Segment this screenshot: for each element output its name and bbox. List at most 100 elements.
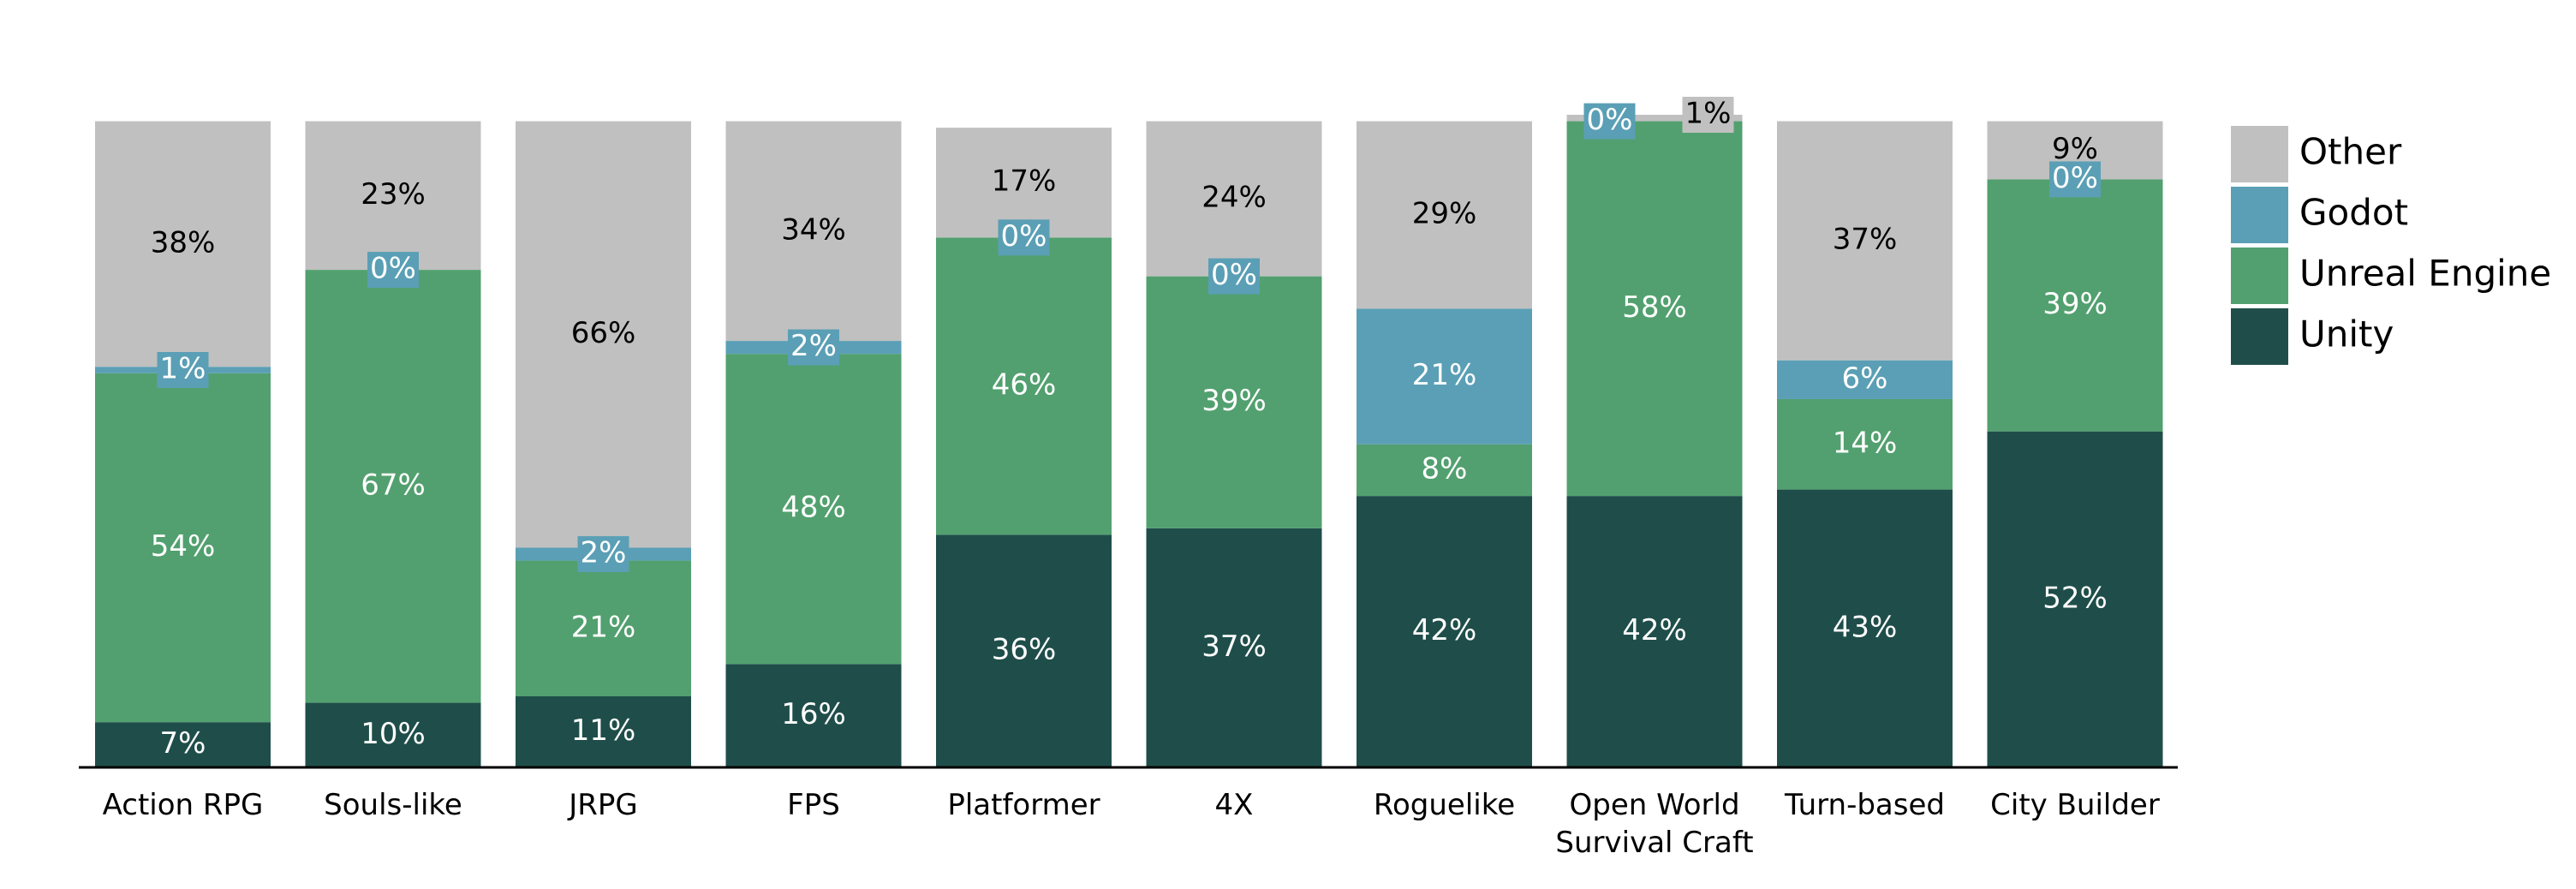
data-label: 0% (2052, 161, 2098, 195)
bar-segment (1357, 496, 1532, 767)
data-label: 39% (1202, 384, 1267, 418)
legend-swatch (2231, 308, 2288, 365)
data-label: 23% (361, 177, 426, 212)
data-label: 8% (1422, 451, 1468, 486)
data-label: 43% (1833, 610, 1898, 644)
data-label: 2% (790, 329, 837, 363)
bar-segment (95, 121, 271, 367)
data-label: 58% (1622, 290, 1687, 325)
data-label: 0% (370, 252, 416, 286)
label-box (1583, 103, 1636, 140)
label-box (157, 352, 209, 389)
data-label: 1% (1685, 97, 1732, 131)
data-label: 37% (1202, 629, 1267, 664)
bar-segment (1357, 444, 1532, 497)
data-label: 0% (1001, 219, 1047, 254)
data-label: 37% (1833, 223, 1898, 257)
bar-segment (936, 237, 1112, 535)
bar-segment (1566, 115, 1743, 122)
bar-segment (725, 354, 902, 665)
data-label: 46% (992, 367, 1057, 402)
bar-segment (725, 664, 902, 767)
bar-segment (1146, 276, 1322, 528)
bar-segment (1777, 360, 1953, 399)
label-box (367, 252, 419, 289)
x-tick-label: 4X (1214, 788, 1254, 822)
data-label: 66% (571, 316, 636, 350)
legend-label: Godot (2299, 192, 2408, 234)
legend-label: Other (2299, 131, 2402, 173)
bar-segment (1777, 489, 1953, 767)
bar-segment (516, 696, 691, 767)
label-box (1682, 97, 1734, 133)
data-label: 21% (571, 610, 636, 644)
label-box (998, 219, 1050, 256)
x-tick-label: Platformer (947, 788, 1100, 822)
data-label: 0% (1211, 258, 1257, 292)
legend-label: Unity (2299, 313, 2394, 355)
data-label: 42% (1622, 613, 1687, 647)
bar-segment (1146, 121, 1322, 277)
data-label: 36% (992, 633, 1057, 667)
bar-segment (725, 121, 902, 342)
data-label: 11% (571, 713, 636, 748)
bar-segment (1987, 179, 2163, 432)
bar-segment (1566, 121, 1743, 497)
data-label: 52% (2042, 581, 2108, 615)
bar-segment (95, 722, 271, 767)
data-label: 2% (581, 536, 627, 570)
data-label: 21% (1412, 358, 1477, 392)
x-tick-label: Souls-like (324, 788, 462, 822)
x-tick-label: Turn-based (1785, 788, 1945, 822)
data-label: 16% (781, 697, 846, 731)
x-tick-label: City Builder (1990, 788, 2160, 822)
data-label: 7% (160, 726, 206, 761)
x-tick-label: Action RPG (102, 788, 264, 822)
data-label: 1% (160, 352, 206, 386)
data-label: 14% (1833, 426, 1898, 460)
x-tick-label: FPS (787, 788, 840, 822)
label-box (577, 536, 629, 573)
data-label: 17% (992, 164, 1057, 199)
bar-segment (936, 534, 1112, 767)
bar-segment (95, 373, 271, 723)
data-label: 24% (1202, 181, 1267, 215)
bar-segment (1987, 431, 2163, 767)
data-label: 34% (781, 212, 846, 247)
x-tick-label: JRPG (569, 788, 638, 822)
label-box (788, 329, 839, 366)
data-label: 6% (1842, 361, 1888, 396)
data-label: 10% (361, 717, 426, 751)
legend-label: Unreal Engine (2299, 253, 2551, 295)
bar-segment (305, 270, 481, 703)
label-box (2049, 161, 2101, 198)
label-box (1208, 258, 1260, 295)
x-tick-label: Roguelike (1373, 788, 1516, 822)
bar-segment (1777, 398, 1953, 490)
bar-segment (1777, 121, 1953, 361)
bar-segment (936, 128, 1112, 238)
data-label: 0% (1587, 103, 1633, 137)
legend-swatch (2231, 187, 2288, 243)
bar-segment (305, 121, 481, 271)
data-label: 67% (361, 468, 426, 502)
data-label: 39% (2042, 287, 2108, 321)
bar-segment (1357, 121, 1532, 309)
data-label: 38% (151, 225, 216, 260)
bar-segment (1566, 496, 1743, 767)
bar-segment (1357, 308, 1532, 444)
data-label: 48% (781, 491, 846, 525)
data-label: 9% (2052, 132, 2098, 166)
data-label: 54% (151, 529, 216, 564)
legend-swatch (2231, 248, 2288, 304)
bar-segment (1146, 528, 1322, 767)
data-label: 42% (1412, 613, 1477, 647)
x-tick-label: Open World Survival Craft (1555, 788, 1754, 860)
bar-segment (516, 121, 691, 548)
legend-swatch (2231, 126, 2288, 182)
bar-segment (305, 702, 481, 767)
data-label: 29% (1412, 196, 1477, 230)
bar-segment (516, 560, 691, 697)
